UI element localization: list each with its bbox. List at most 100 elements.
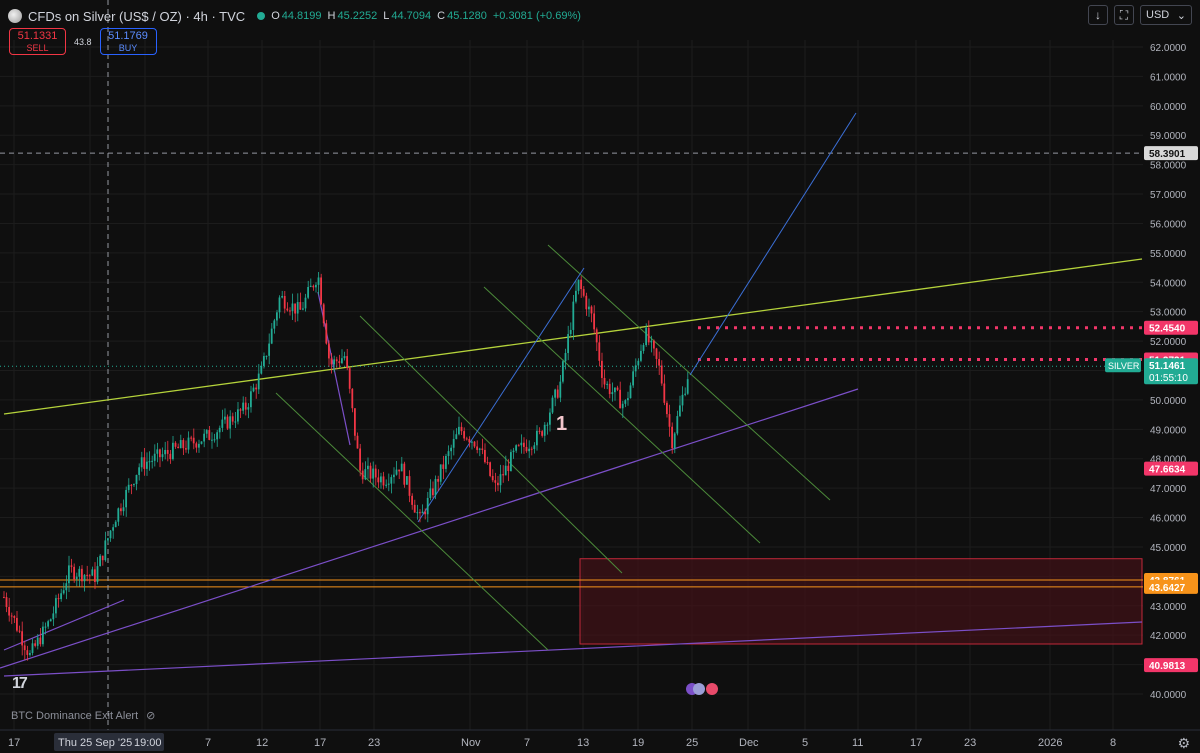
candle-body — [447, 451, 450, 456]
candle-body — [177, 446, 179, 449]
candle-body — [96, 566, 99, 582]
candle-body — [533, 445, 536, 450]
candle-body — [572, 301, 575, 330]
currency-select[interactable]: USD ⌄ — [1140, 5, 1192, 25]
candle-body — [231, 416, 234, 422]
candle-body — [421, 511, 424, 514]
current-price-label — [1144, 358, 1198, 385]
candle-body — [585, 295, 588, 310]
top-toolbar: ↓ ⛶ USD ⌄ — [1088, 5, 1192, 25]
indicator-legend[interactable]: BTC Dominance Exit Alert ⊘ — [11, 709, 156, 723]
x-tick-label: 13 — [577, 737, 589, 749]
candle-body — [276, 312, 278, 321]
eye-off-icon[interactable]: ⊘ — [146, 710, 156, 722]
candle-body — [647, 327, 650, 343]
candle-body — [611, 392, 614, 395]
candle-body — [83, 574, 86, 582]
candle-body — [582, 289, 585, 296]
candle-body — [624, 400, 627, 404]
candle-body — [374, 468, 377, 478]
chart-header: CFDs on Silver (US$ / OZ) · 4h · TVC O 44… — [8, 6, 585, 26]
x-tick-label: 17 — [910, 737, 922, 749]
x-tick-label: 23 — [964, 737, 976, 749]
candle-body — [13, 616, 16, 618]
arrow-down-icon[interactable]: ↓ — [1088, 5, 1108, 25]
candle-body — [78, 568, 81, 577]
x-tick-label: 19:00 — [134, 737, 162, 749]
candle-body — [343, 356, 346, 359]
candle-body — [273, 320, 276, 329]
candle-body — [283, 295, 286, 309]
candle-body — [39, 637, 42, 645]
candle-body — [507, 465, 510, 472]
candle-body — [133, 484, 135, 486]
sell-button[interactable]: 51.1331 SELL — [9, 28, 66, 55]
candle-body — [91, 569, 94, 576]
candle-body — [148, 461, 151, 463]
candle-body — [530, 448, 533, 450]
candle-body — [257, 373, 260, 390]
candle-body — [567, 334, 569, 354]
candle-body — [260, 365, 263, 374]
candle-body — [455, 434, 458, 439]
candle-body — [153, 453, 156, 461]
candle-body — [445, 455, 447, 469]
candle-body — [408, 476, 411, 496]
candle-body — [255, 387, 257, 390]
candle-body — [681, 394, 684, 406]
candle-body — [299, 302, 302, 310]
countdown-text: 01:55:10 — [1149, 373, 1188, 384]
x-tick-label: 19 — [632, 737, 644, 749]
candle-body — [151, 460, 153, 462]
candle-body — [294, 303, 296, 314]
candle-body — [8, 606, 10, 616]
candle-body — [291, 303, 294, 311]
candle-body — [250, 391, 252, 408]
settings-gear-icon[interactable]: ⚙ — [1177, 735, 1190, 751]
candle-body — [252, 387, 255, 392]
candle-body — [406, 476, 408, 485]
x-tick-label: 11 — [852, 737, 863, 749]
blue-channel-line — [689, 112, 857, 376]
x-tick-label: 8 — [1110, 737, 1116, 749]
expand-icon[interactable]: ⛶ — [1114, 5, 1134, 25]
symbol-title[interactable]: CFDs on Silver (US$ / OZ) · 4h · TVC — [28, 8, 246, 24]
purple-support-line — [3, 621, 1143, 677]
x-tick-label: 23 — [368, 737, 380, 749]
price-label — [1144, 461, 1198, 476]
candle-body — [666, 402, 668, 415]
tradingview-logo[interactable]: 17 — [12, 675, 28, 692]
candle-body — [29, 652, 31, 655]
candle-body — [494, 480, 497, 483]
candle-body — [621, 403, 624, 409]
candle-body — [281, 295, 283, 298]
candle-body — [437, 478, 439, 482]
candle-body — [34, 643, 36, 646]
candle-body — [546, 424, 549, 426]
candle-body — [346, 356, 348, 369]
candle-body — [564, 353, 567, 362]
candle-body — [156, 449, 159, 454]
candle-body — [395, 469, 398, 475]
candle-body — [619, 389, 621, 409]
candle-body — [5, 597, 8, 607]
candle-body — [99, 555, 101, 567]
candle-body — [218, 427, 221, 433]
candle-body — [538, 430, 541, 432]
candle-body — [192, 437, 195, 444]
candle-body — [676, 416, 679, 434]
candle-body — [382, 476, 385, 486]
candle-body — [361, 470, 364, 480]
price-label-text: 58.3901 — [1149, 149, 1186, 160]
candle-body — [315, 284, 317, 288]
candle-body — [590, 306, 593, 314]
candle-body — [525, 446, 528, 452]
sell-label: SELL — [26, 42, 49, 53]
candle-body — [634, 365, 637, 372]
candle-body — [185, 448, 187, 450]
candle-body — [36, 637, 39, 646]
candle-body — [489, 462, 491, 476]
buy-button[interactable]: 51.1769 BUY — [99, 28, 157, 55]
candle-body — [101, 555, 104, 561]
